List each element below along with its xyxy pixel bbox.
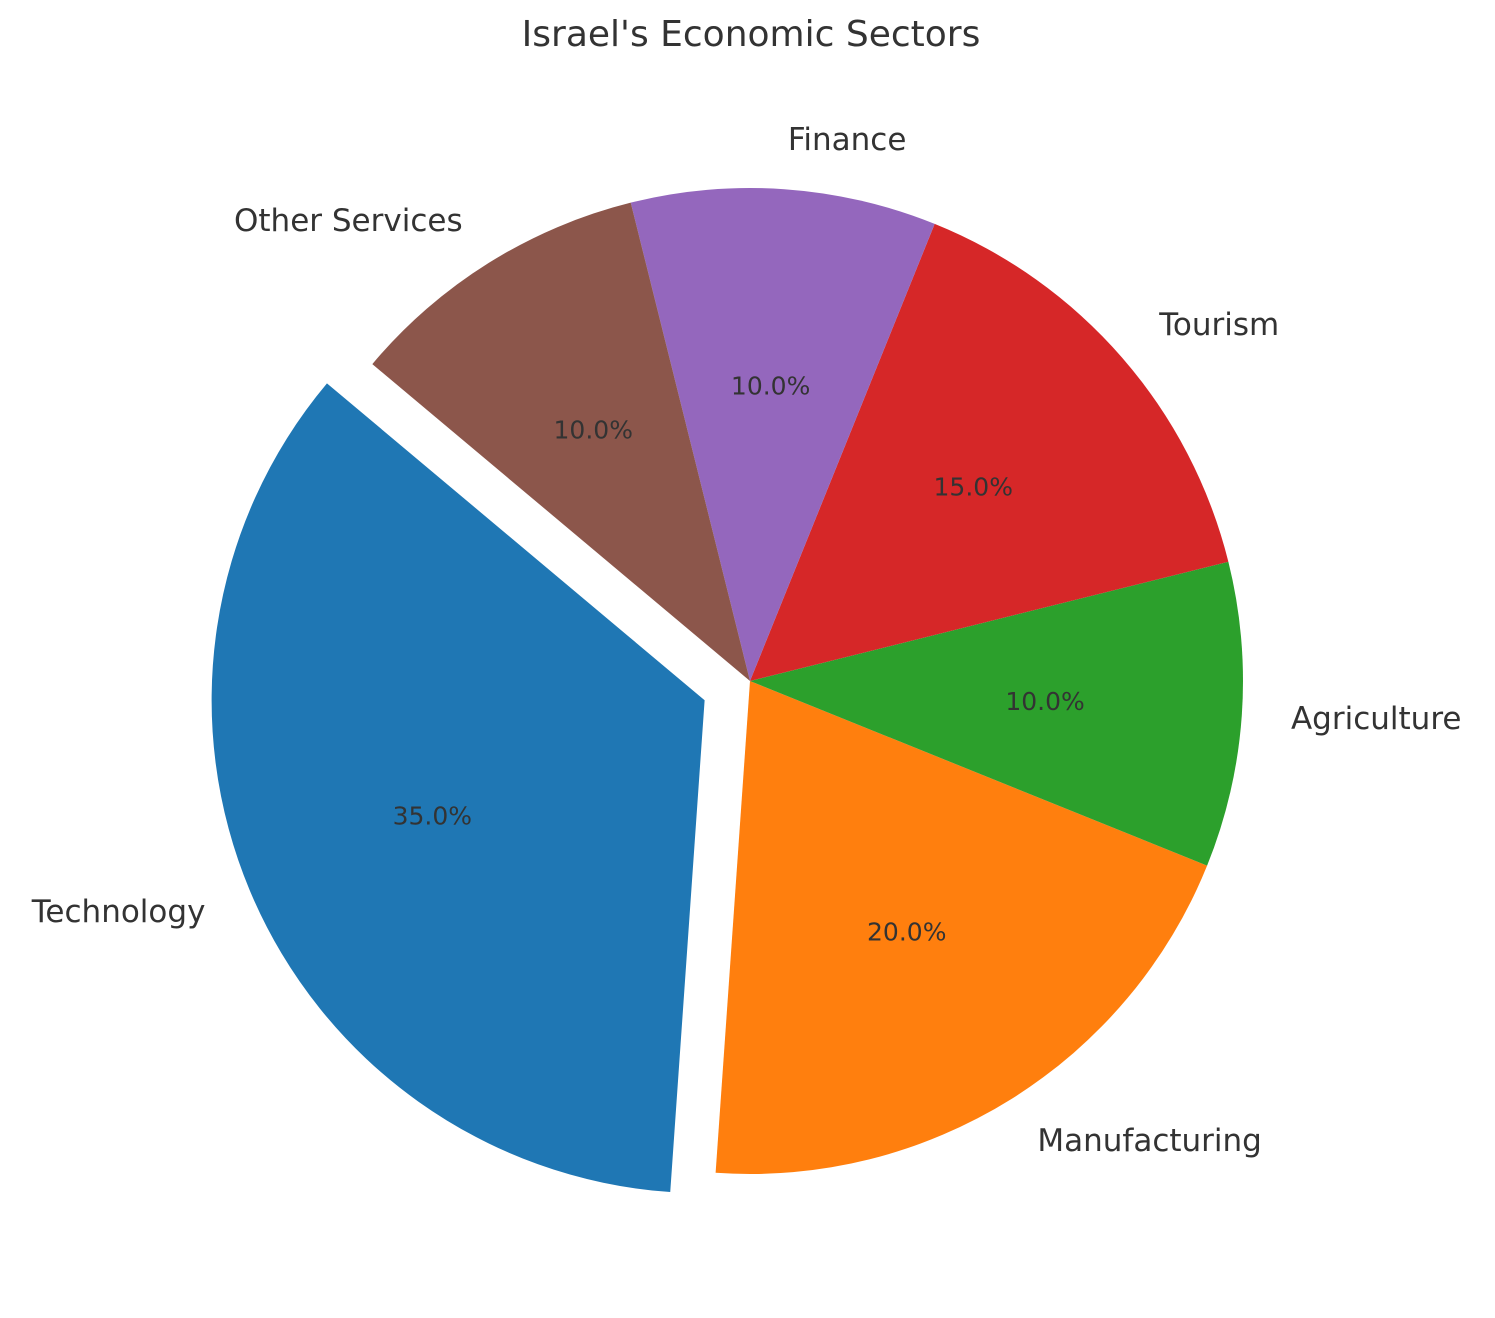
pct-label-other-services: 10.0% <box>554 416 633 445</box>
category-label-agriculture: Agriculture <box>1291 701 1462 737</box>
chart-title: Israel's Economic Sectors <box>521 14 981 55</box>
category-label-tourism: Tourism <box>1158 307 1279 343</box>
pie-slice-agriculture <box>750 561 1244 866</box>
pct-label-agriculture: 10.0% <box>1005 687 1084 716</box>
pie-slice-finance <box>630 188 935 681</box>
pct-label-tourism: 15.0% <box>934 472 1013 501</box>
category-label-other-services: Other Services <box>234 203 463 239</box>
pct-label-technology: 35.0% <box>393 801 472 830</box>
pie-slice-other-services <box>372 202 750 681</box>
pie-slice-manufacturing <box>715 681 1208 1174</box>
pct-label-finance: 10.0% <box>731 371 810 400</box>
category-label-manufacturing: Manufacturing <box>1037 1123 1261 1159</box>
pie-slice-tourism <box>750 223 1229 681</box>
pct-label-manufacturing: 20.0% <box>867 917 946 946</box>
pie-slice-technology <box>211 383 705 1193</box>
category-label-finance: Finance <box>788 122 907 158</box>
category-label-technology: Technology <box>31 894 206 930</box>
